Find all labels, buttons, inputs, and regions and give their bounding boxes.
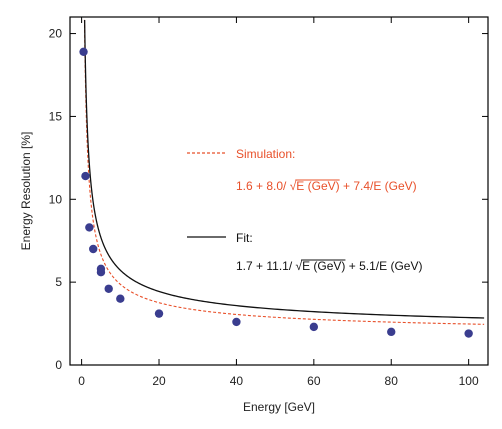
x-tick-label: 60	[307, 374, 321, 388]
data-point	[309, 322, 319, 332]
y-tick-label: 5	[55, 275, 62, 289]
data-points	[79, 47, 473, 338]
fit-curve	[83, 20, 485, 319]
data-point	[81, 171, 90, 181]
simulation-curve	[83, 19, 485, 325]
data-point	[154, 309, 164, 318]
y-tick-label: 10	[49, 192, 63, 206]
x-axis-ticks: 0 20 40 60 80 100	[78, 17, 479, 388]
legend-simulation-formula-radicand: E (GeV)	[296, 179, 339, 193]
y-tick-label: 0	[55, 358, 62, 372]
plot-frame	[69, 16, 489, 366]
legend-simulation-formula-prefix: 1.6 + 8.0/ √	[236, 179, 297, 193]
legend-simulation-formula-suffix: + 7.4/E (GeV)	[340, 179, 417, 193]
x-tick-label: 0	[78, 374, 85, 388]
data-point	[85, 223, 94, 232]
x-tick-label: 80	[385, 374, 399, 388]
x-tick-label: 40	[230, 374, 244, 388]
y-tick-label: 15	[49, 109, 63, 123]
y-tick-label: 20	[49, 27, 63, 41]
data-point	[116, 294, 125, 303]
legend-simulation-name: Simulation:	[236, 147, 295, 161]
legend-fit-formula-suffix: + 5.1/E (GeV)	[345, 259, 422, 273]
data-point	[96, 268, 106, 277]
legend-simulation: Simulation: 1.6 + 8.0/ √E (GeV) + 7.4/E …	[187, 147, 417, 193]
data-point	[79, 47, 88, 56]
legend-fit: Fit: 1.7 + 11.1/ √E (GeV) + 5.1/E (GeV)	[187, 231, 422, 273]
legend-simulation-formula: 1.6 + 8.0/ √E (GeV) + 7.4/E (GeV)	[236, 179, 417, 193]
x-tick-label: 100	[459, 374, 479, 388]
x-axis-label: Energy [GeV]	[243, 400, 315, 414]
x-tick-label: 20	[152, 374, 166, 388]
legend-fit-formula-prefix: 1.7 + 11.1/ √	[236, 259, 302, 273]
curves	[83, 19, 485, 325]
data-point	[464, 329, 473, 338]
legend-fit-formula-radicand: E (GeV)	[302, 259, 345, 273]
legend-fit-formula: 1.7 + 11.1/ √E (GeV) + 5.1/E (GeV)	[236, 259, 422, 273]
y-axis-label: Energy Resolution [%]	[19, 132, 33, 251]
y-axis-ticks: 0 5 10 15 20	[49, 27, 488, 372]
data-point	[387, 327, 396, 337]
data-point	[104, 284, 113, 293]
legend-fit-name: Fit:	[236, 231, 253, 245]
data-point	[232, 317, 241, 327]
data-point	[89, 244, 98, 254]
